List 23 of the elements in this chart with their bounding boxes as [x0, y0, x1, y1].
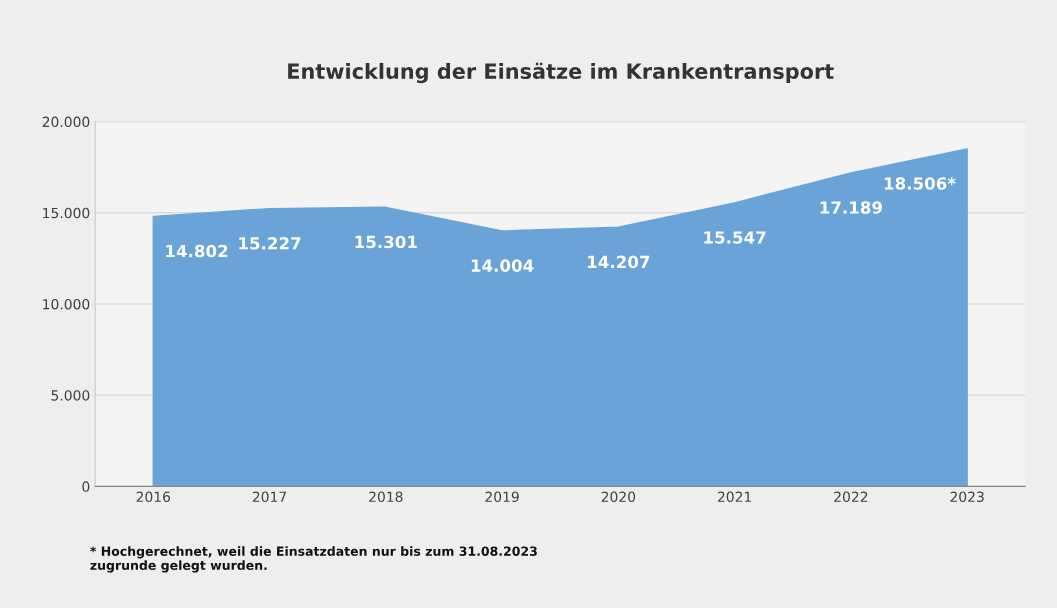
x-tick-label: 2021 — [717, 491, 752, 503]
x-tick-label: 2017 — [252, 491, 287, 503]
data-label: 15.227 — [239, 237, 301, 250]
text: * Hochgerechnet, weil die Einsatzdaten nur bis zum 31.08.2023 zugrunde gelegt wurden. — [90, 546, 537, 573]
y-tick-label: 10.000 — [43, 298, 90, 310]
chart-title: Entwicklung der Einsätze im Krankentransport — [288, 62, 834, 84]
data-label: 15.301 — [355, 235, 417, 249]
data-label: 17.189 — [820, 201, 882, 214]
data-label: 14.207 — [588, 255, 650, 269]
y-tick-label: 0 — [82, 481, 90, 492]
y-tick-label: 5.000 — [51, 390, 90, 401]
x-tick-label: 2020 — [601, 491, 636, 503]
y-tick-label: 15.000 — [43, 207, 90, 219]
data-label: 18.506* — [884, 177, 956, 190]
x-tick-label: 2019 — [485, 491, 519, 503]
x-tick-label: 2016 — [136, 491, 171, 503]
data-label: 15.547 — [704, 231, 766, 244]
data-label: 14.004 — [471, 259, 534, 272]
x-tick-label: 2023 — [950, 491, 984, 503]
data-label: 14.802 — [166, 244, 228, 258]
x-tick-label: 2018 — [369, 491, 403, 503]
y-tick-label: 20.000 — [42, 116, 90, 128]
x-tick-label: 2022 — [834, 491, 868, 503]
